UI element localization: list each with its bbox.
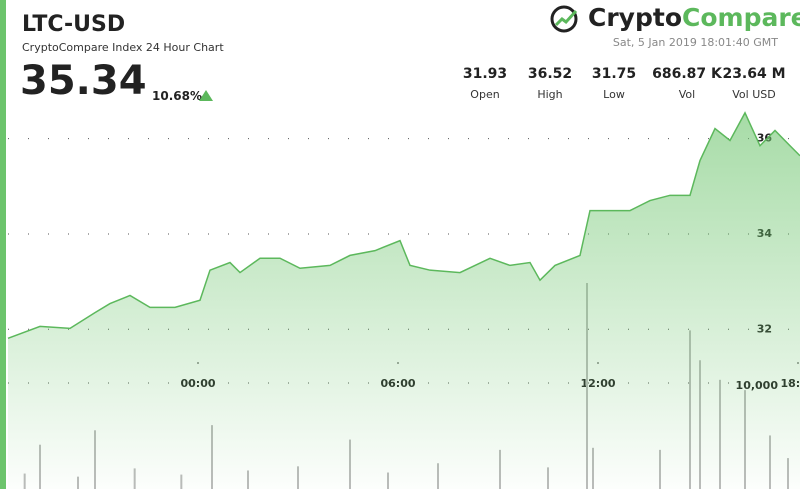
- price: 35.34: [20, 58, 147, 104]
- stat-value: 31.93: [462, 66, 508, 82]
- up-arrow: [199, 90, 213, 101]
- stat-value: 36.52: [527, 66, 573, 82]
- stat-label: Vol: [678, 88, 696, 101]
- stat: 31.75 Low: [579, 66, 649, 101]
- pair: LTC-USD: [22, 12, 126, 37]
- price-area: [8, 112, 800, 489]
- stat: 36.52 High: [515, 66, 585, 101]
- stat: 686.87 K Vol: [652, 66, 722, 101]
- stat-value: 686.87 K: [652, 66, 722, 82]
- logo: CryptoCompare: [588, 3, 800, 32]
- stat-label: Vol USD: [732, 88, 776, 101]
- logo-part: Compare: [682, 3, 800, 32]
- timestamp: Sat, 5 Jan 2019 18:01:40 GMT: [612, 36, 778, 49]
- subtitle: CryptoCompare Index 24 Hour Chart: [22, 41, 224, 54]
- stat-label: Low: [603, 88, 625, 101]
- stat-label: Open: [470, 88, 500, 101]
- accent-strip: [0, 0, 6, 489]
- stat-value: 31.75: [591, 66, 637, 82]
- logo-icon: [550, 5, 578, 33]
- stat-value: 23.64 M: [722, 66, 786, 82]
- change: 10.68%: [152, 89, 202, 103]
- stat-label: High: [537, 88, 563, 101]
- price-line: [7, 111, 800, 340]
- stat: 31.93 Open: [450, 66, 520, 101]
- logo-part: Crypto: [588, 3, 682, 32]
- stat: 23.64 M Vol USD: [719, 66, 789, 101]
